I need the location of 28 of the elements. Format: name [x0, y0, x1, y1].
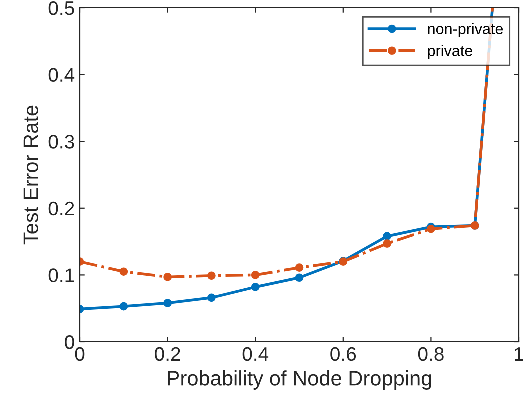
y-tick-label: 0 — [65, 335, 74, 350]
point — [295, 264, 304, 272]
legend-label: non-private — [428, 23, 504, 38]
point — [164, 299, 172, 308]
point — [251, 283, 260, 292]
point — [208, 294, 216, 302]
x-axis-title: Probability of Node Dropping — [168, 370, 432, 390]
point — [208, 272, 216, 280]
y-tick-label: 0.3 — [48, 135, 74, 149]
point — [164, 273, 172, 282]
x-tick-label: 0.6 — [330, 347, 356, 362]
point — [295, 274, 304, 282]
point — [251, 271, 260, 280]
point — [120, 302, 128, 311]
y-tick-label: 0.2 — [48, 202, 74, 216]
y-tick-label: 0.5 — [48, 1, 74, 16]
legend-label: private — [428, 45, 472, 60]
x-tick-label: 1 — [515, 348, 524, 361]
x-tick-label: 0.8 — [418, 347, 444, 362]
point — [120, 268, 128, 276]
y-tick-label: 0.4 — [48, 68, 75, 82]
x-tick-label: 0.4 — [242, 347, 269, 362]
x-tick-label: 0.2 — [155, 347, 180, 362]
x-tick-label: 0 — [75, 347, 85, 362]
y-axis-title: Test Error Rate — [24, 106, 38, 245]
point — [383, 240, 392, 248]
y-tick-label: 0.1 — [48, 268, 74, 282]
point — [383, 232, 392, 241]
